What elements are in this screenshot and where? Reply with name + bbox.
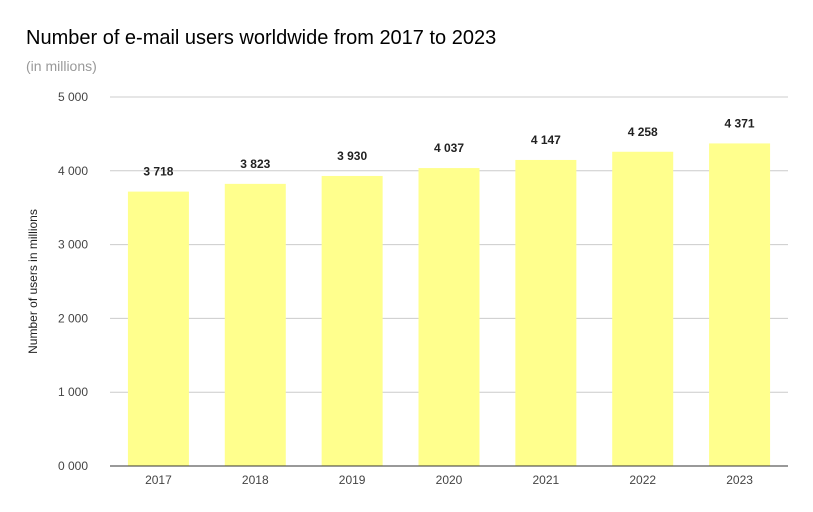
x-tick-label: 2017 [145, 473, 172, 487]
y-tick-label: 0 000 [58, 459, 88, 473]
y-tick-label: 1 000 [58, 385, 88, 399]
bar [515, 159, 577, 466]
x-tick-label: 2022 [629, 473, 656, 487]
x-tick-label: 2020 [436, 473, 463, 487]
data-labels: 3 718 3 823 3 930 4 037 4 147 4 258 4 371 [143, 116, 754, 178]
x-axis-ticks: 2017 2018 2019 2020 2021 2022 2023 [145, 473, 753, 487]
chart-subtitle: (in millions) [26, 58, 97, 74]
x-tick-label: 2021 [533, 473, 560, 487]
bar [612, 151, 674, 467]
chart-title: Number of e-mail users worldwide from 20… [26, 27, 497, 49]
data-label: 4 371 [725, 116, 755, 130]
bar [321, 175, 383, 466]
data-label: 3 930 [337, 149, 367, 163]
y-tick-label: 5 000 [58, 90, 88, 104]
bar [418, 168, 480, 466]
x-tick-label: 2019 [339, 473, 366, 487]
bar [224, 183, 286, 466]
data-label: 4 037 [434, 141, 464, 155]
y-axis-label: Number of users in millions [26, 209, 40, 354]
bar [127, 191, 189, 466]
data-label: 3 823 [240, 157, 270, 171]
y-tick-label: 4 000 [58, 164, 88, 178]
x-tick-label: 2018 [242, 473, 269, 487]
data-label: 3 718 [143, 165, 173, 179]
bars [127, 143, 771, 467]
y-axis-ticks: 0 000 1 000 2 000 3 000 4 000 5 000 [58, 90, 88, 473]
bar [709, 143, 771, 466]
x-tick-label: 2023 [726, 473, 753, 487]
data-label: 4 258 [628, 125, 658, 139]
y-tick-label: 3 000 [58, 238, 88, 252]
data-label: 4 147 [531, 133, 561, 147]
y-tick-label: 2 000 [58, 311, 88, 325]
